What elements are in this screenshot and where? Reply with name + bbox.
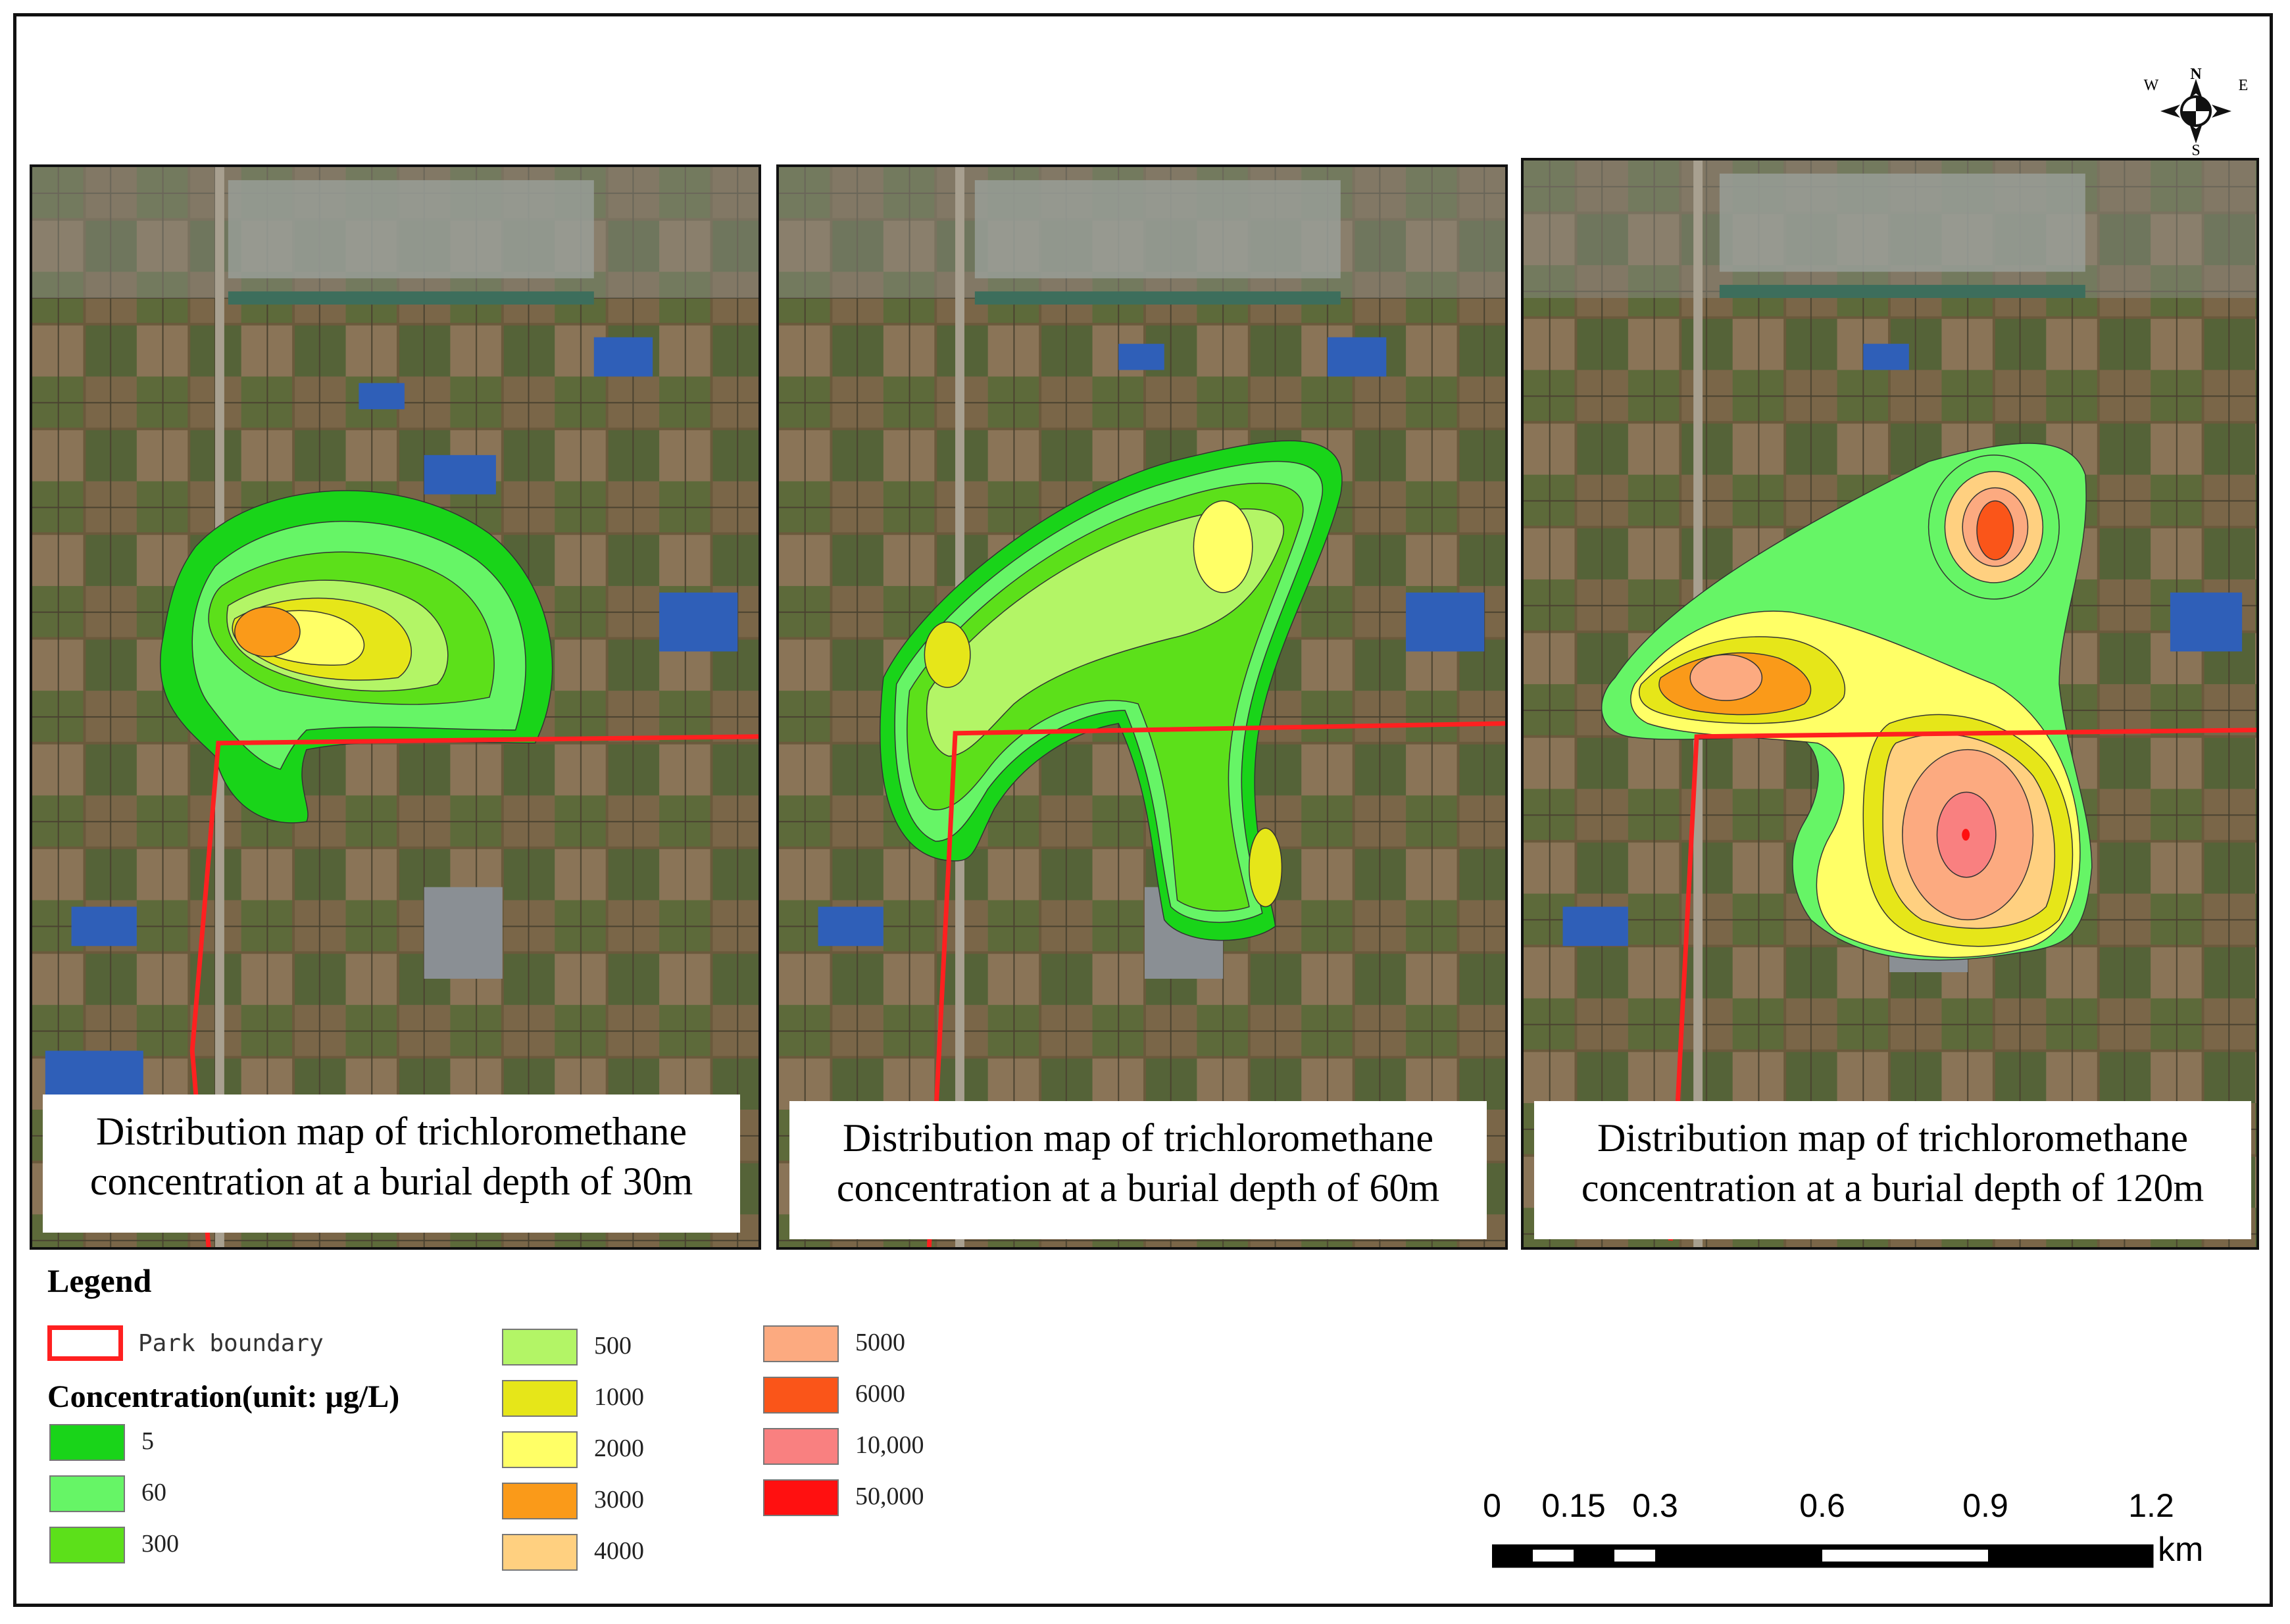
park-boundary-swatch [47,1325,123,1361]
scale-tick-label: 0.3 [1632,1487,1678,1524]
legend-swatch [502,1329,578,1366]
caption-line-1: Distribution map of trichloromethane [1597,1116,2189,1160]
legend-label: 4000 [594,1537,644,1565]
legend-swatch [502,1534,578,1571]
legend-label: 10,000 [855,1431,924,1459]
compass-n-label: N [2190,66,2202,83]
figure-frame [13,13,2273,1607]
scale-tick-label: 0 [1483,1487,1501,1524]
legend-swatch [763,1479,839,1516]
scale-tick-label: 1.2 [2128,1487,2174,1524]
legend-label: 5000 [855,1329,905,1356]
legend-swatch [502,1483,578,1519]
legend-swatch [502,1431,578,1468]
scale-tick-label: 0.6 [1799,1487,1845,1524]
scale-tick-label: 0.15 [1541,1487,1606,1524]
park-boundary-line [926,721,1505,1247]
caption-line-2: concentration at a burial depth of 120m [1581,1166,2204,1210]
legend-label: 60 [141,1479,166,1506]
legend-swatch [763,1428,839,1465]
scale-bar: 0 0.15 0.3 0.6 0.9 1.2 km [1467,1487,2217,1585]
legend-label: 6000 [855,1380,905,1408]
legend-label: 5 [141,1427,154,1455]
caption-line-1: Distribution map of trichloromethane [95,1110,687,1153]
caption-line-2: concentration at a burial depth of 30m [89,1160,693,1203]
caption-line-1: Distribution map of trichloromethane [842,1116,1434,1160]
legend-title: Legend [47,1262,152,1299]
caption-line-2: concentration at a burial depth of 60m [836,1166,1440,1210]
legend-label: 1000 [594,1383,644,1411]
park-boundary-line [1668,727,2256,1241]
legend-label: 500 [594,1332,632,1360]
legend-label: 300 [141,1530,179,1558]
concentration-plume [159,490,553,824]
scale-unit: km [2158,1531,2204,1569]
caption-60m: Distribution map of trichloromethane con… [789,1101,1487,1239]
compass-e-label: E [2239,77,2249,94]
map-panel-120m: Distribution map of trichloromethane con… [1521,158,2259,1250]
compass-s-label: S [2191,142,2200,158]
scale-tick-label: 0.9 [1962,1487,2008,1524]
compass-w-label: W [2144,77,2159,94]
map-panel-60m: Distribution map of trichloromethane con… [776,164,1508,1250]
legend-label: 2000 [594,1435,644,1462]
legend-swatch [763,1377,839,1414]
legend-label: 3000 [594,1486,644,1513]
legend-swatch [49,1424,125,1461]
concentration-legend-title: Concentration(unit: μg/L) [47,1379,400,1414]
concentration-plume [1601,443,2093,961]
caption-120m: Distribution map of trichloromethane con… [1534,1101,2251,1239]
concentration-plume [880,440,1343,941]
caption-30m: Distribution map of trichloromethane con… [43,1095,740,1233]
legend-swatch [763,1325,839,1362]
map-panel-30m: Distribution map of trichloromethane con… [30,164,761,1250]
north-arrow-icon: N S W E [2131,59,2263,159]
park-boundary-label: Park boundary [138,1330,324,1357]
legend-label: 50,000 [855,1483,924,1510]
legend-swatch [49,1475,125,1512]
legend-swatch [502,1380,578,1417]
legend-swatch [49,1527,125,1563]
